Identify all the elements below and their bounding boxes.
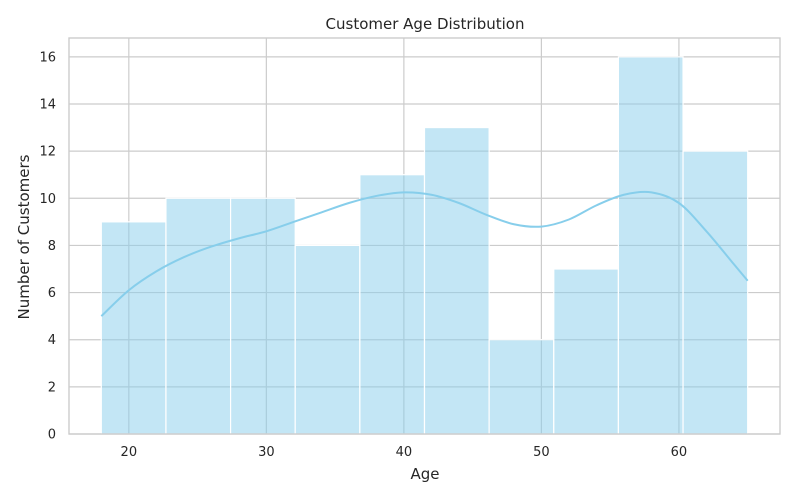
y-tick-label: 14 [39, 98, 56, 113]
histogram-bar [423, 126, 490, 435]
plot-frame [68, 37, 781, 435]
y-tick-label: 4 [48, 333, 56, 348]
histogram-bar [359, 174, 426, 435]
histogram-bar [617, 56, 684, 435]
y-tick-label: 12 [39, 145, 56, 160]
y-tick-label: 16 [39, 50, 56, 65]
x-axis-label: Age [410, 465, 439, 483]
x-tick-label: 40 [396, 445, 413, 460]
histogram-bar [488, 339, 555, 435]
x-tick-label: 50 [533, 445, 550, 460]
y-tick-label: 8 [48, 239, 56, 254]
x-tick-label: 20 [121, 445, 138, 460]
y-tick-label: 2 [48, 380, 56, 395]
x-tick-label: 30 [258, 445, 275, 460]
y-tick-label: 0 [48, 428, 56, 443]
y-tick-label: 6 [48, 286, 56, 301]
y-axis-label: Number of Customers [15, 154, 33, 319]
histogram-bar [100, 221, 167, 435]
histogram-bar [294, 244, 361, 435]
chart-title: Customer Age Distribution [326, 15, 525, 33]
y-tick-labels: 0 2 4 6 8 10 12 14 16 [39, 50, 56, 442]
histogram-bar [165, 197, 232, 435]
histogram-bar [682, 150, 749, 435]
y-tick-label: 10 [39, 192, 56, 207]
histogram-bar [553, 268, 620, 435]
x-tick-labels: 20 30 40 50 60 [121, 445, 688, 460]
x-tick-label: 60 [671, 445, 688, 460]
kde-curve [100, 190, 749, 317]
histogram-bars [100, 56, 749, 435]
histogram-bar [229, 197, 296, 435]
